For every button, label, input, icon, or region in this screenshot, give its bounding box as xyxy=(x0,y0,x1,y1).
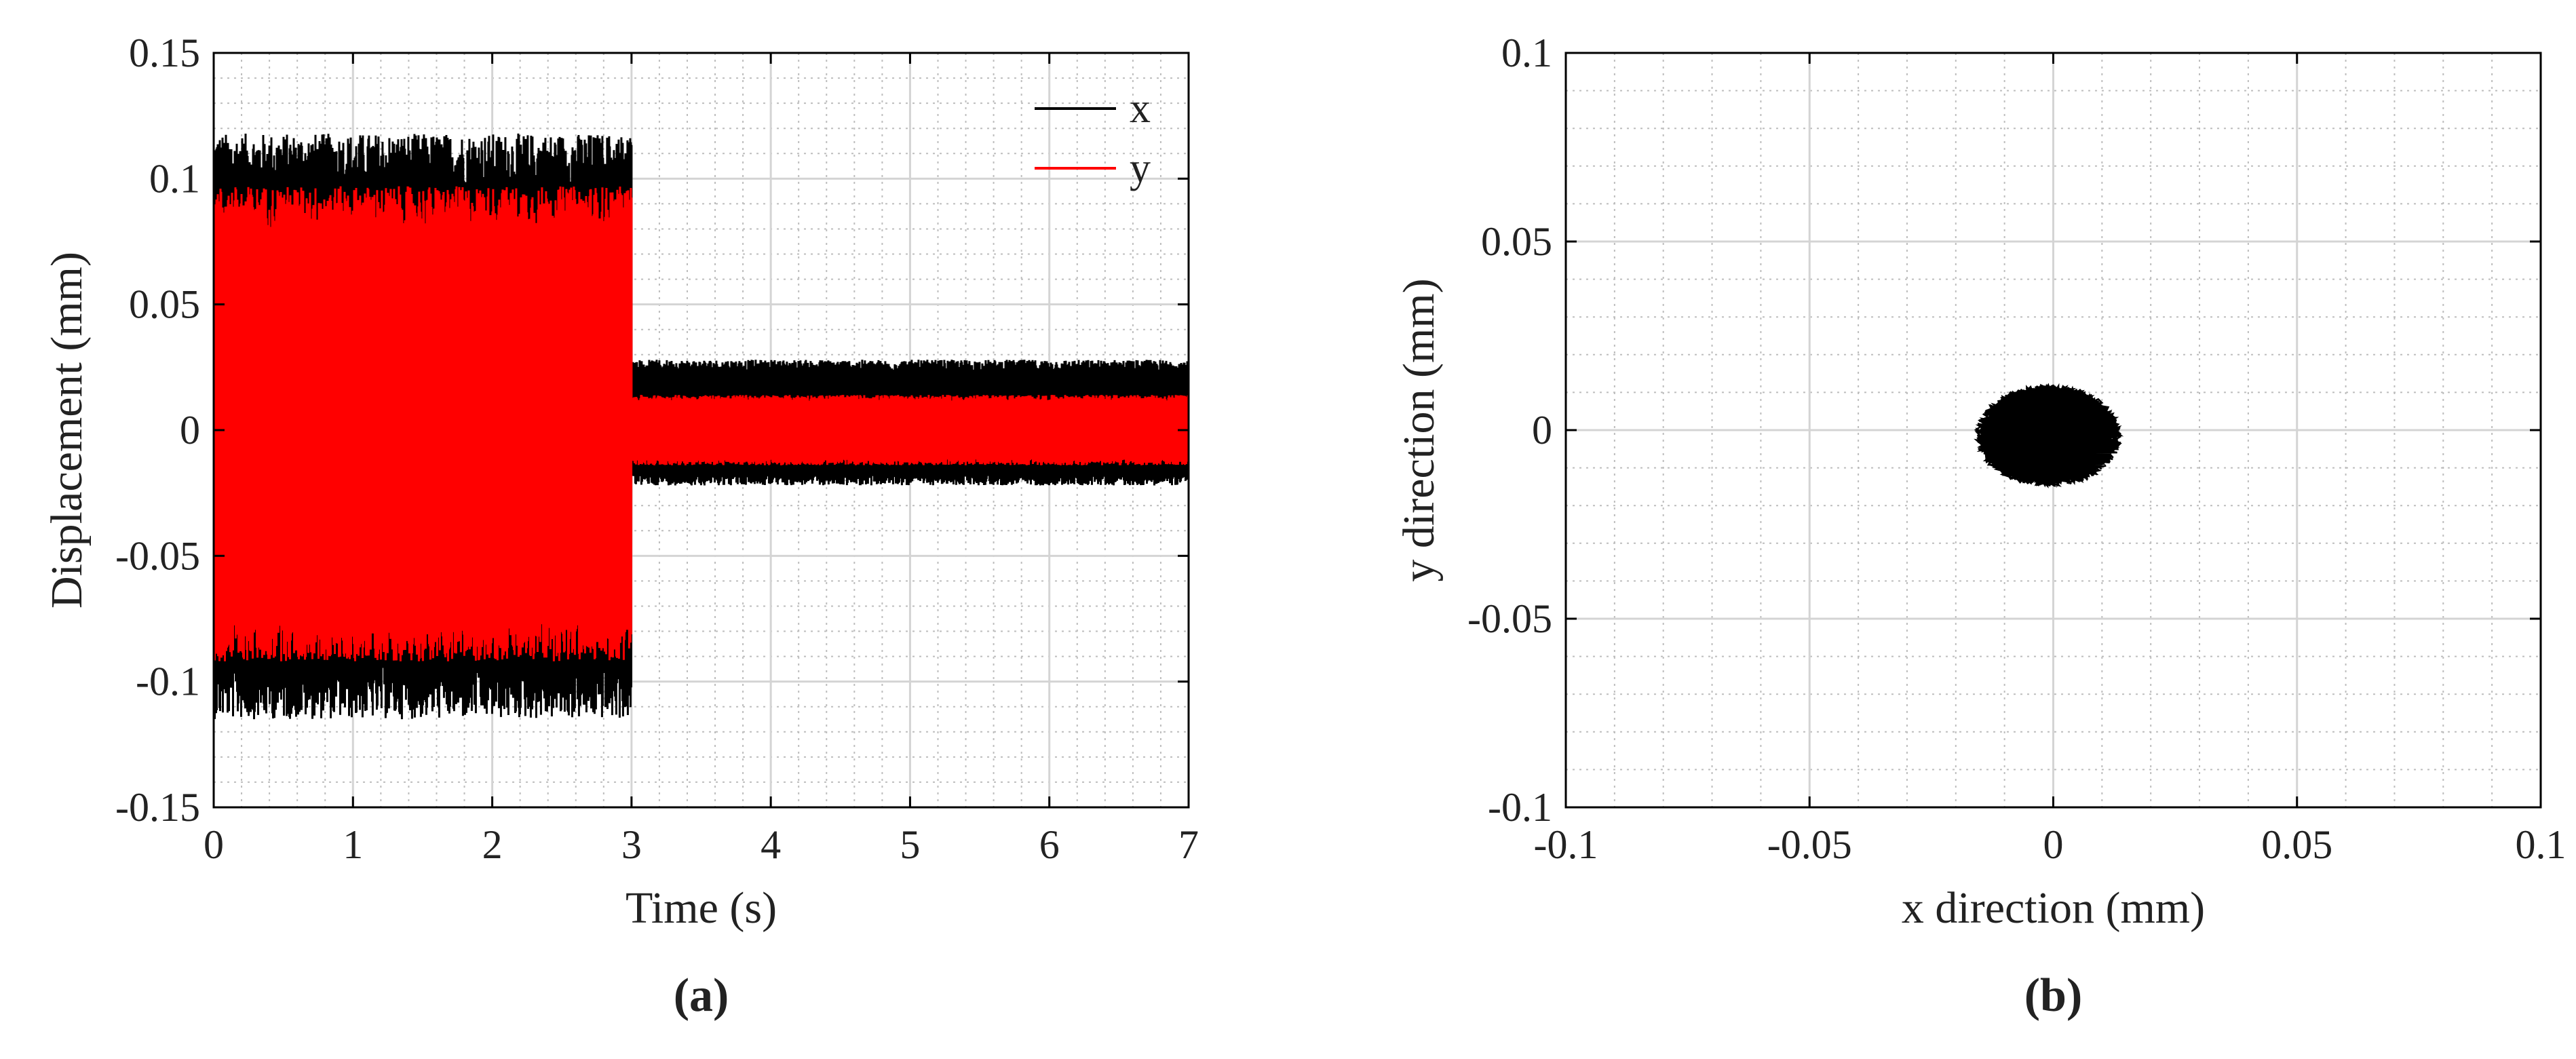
x-tick-label: 0.1 xyxy=(2516,822,2567,867)
x-tick-label: 0 xyxy=(204,822,224,867)
y-tick-label: -0.15 xyxy=(115,785,200,830)
panel-b-y-axis-label: y direction (mm) xyxy=(1394,278,1444,581)
legend-label-x: x xyxy=(1130,85,1151,132)
panel-a-chart: 0 1 2 3 4 5 6 7 0.15 0.1 0.05 0 -0.05 -0.1 -0.15 xy Ti… xyxy=(42,31,1199,1022)
panel-b-chart: -0.1 -0.05 0 0.05 0.1 0.1 0.05 0 -0.05 -0.1 x dir… xyxy=(1394,31,2567,1022)
x-tick-label: 3 xyxy=(621,822,642,867)
y-tick-label: -0.05 xyxy=(1467,596,1552,641)
x-tick-label: 6 xyxy=(1039,822,1060,867)
series-y-line xyxy=(212,186,1190,661)
panel-a-legend: xy xyxy=(1035,85,1151,191)
panel-b-x-axis-label: x direction (mm) xyxy=(1902,883,2205,933)
y-tick-label: 0.05 xyxy=(1481,219,1552,264)
y-tick-label: -0.1 xyxy=(1488,785,1552,830)
x-tick-label: 4 xyxy=(761,822,781,867)
x-tick-label: -0.05 xyxy=(1767,822,1852,867)
panel-a-y-axis-label: Displacement (mm) xyxy=(42,252,92,609)
panel-a-label: (a) xyxy=(674,969,729,1022)
panel-a-plot-area xyxy=(212,133,1190,720)
x-tick-label: 5 xyxy=(900,822,920,867)
y-tick-label: 0.1 xyxy=(1501,31,1552,75)
x-tick-label: 0.05 xyxy=(2261,822,2332,867)
panel-b-label: (b) xyxy=(2024,969,2083,1022)
x-tick-label: 7 xyxy=(1178,822,1199,867)
x-tick-label: 2 xyxy=(482,822,503,867)
y-tick-label: 0.1 xyxy=(149,156,200,201)
y-tick-label: 0 xyxy=(180,408,200,453)
panel-a-x-axis-label: Time (s) xyxy=(626,883,777,933)
y-tick-label: -0.1 xyxy=(136,659,200,704)
y-tick-label: 0.05 xyxy=(129,282,200,327)
panel-b-plot-area xyxy=(1974,383,2124,488)
x-tick-label: -0.1 xyxy=(1534,822,1598,867)
x-tick-label: 0 xyxy=(2043,822,2064,867)
panel-b-ticks: -0.1 -0.05 0 0.05 0.1 0.1 0.05 0 -0.05 -0.1 xyxy=(1467,31,2566,867)
orbit-trace xyxy=(1974,383,2124,488)
panel-a-ticks: 0 1 2 3 4 5 6 7 0.15 0.1 0.05 0 -0.05 -0.1 -0.15 xyxy=(115,31,1199,867)
y-tick-label: -0.05 xyxy=(115,533,200,578)
y-tick-label: 0.15 xyxy=(129,31,200,75)
legend-label-y: y xyxy=(1130,145,1151,191)
y-tick-label: 0 xyxy=(1532,408,1552,453)
x-tick-label: 1 xyxy=(343,822,363,867)
